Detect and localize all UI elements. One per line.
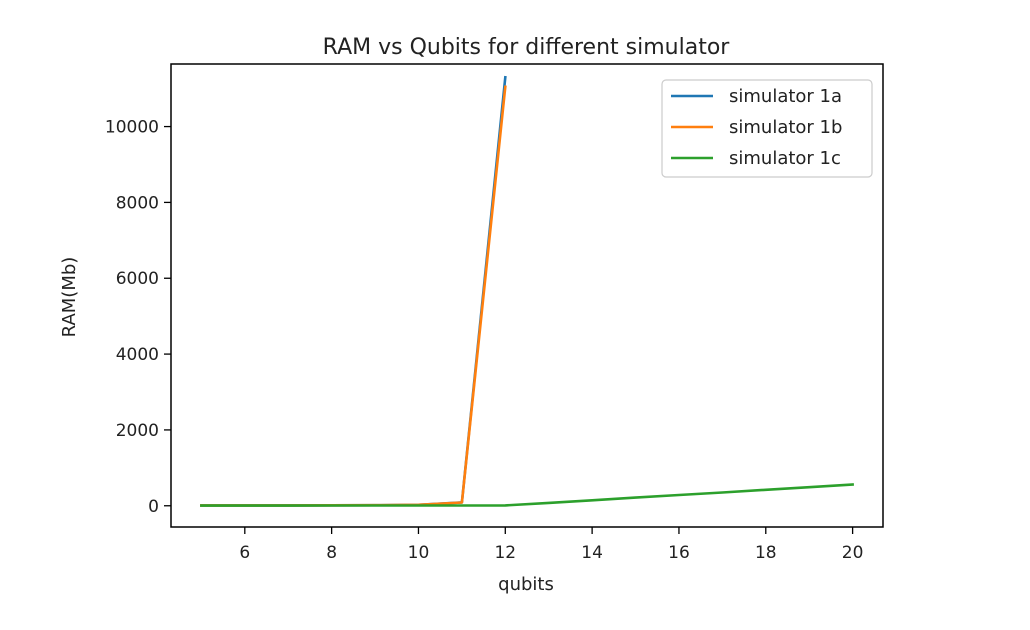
plot-area: 6 8 10 12 14 16 18 20 0 2000 4000 6000 8000 10000 <box>105 63 884 563</box>
y-axis-label: RAM(Mb) <box>59 257 80 338</box>
legend-box <box>661 79 873 178</box>
series-line-2 <box>200 85 507 507</box>
x-tick-label: 18 <box>755 543 777 563</box>
legend-label-1: simulator 1a <box>729 86 842 107</box>
y-tick-label: 10000 <box>105 118 159 138</box>
y-tick-label: 8000 <box>116 193 159 213</box>
series-line-3 <box>200 483 854 507</box>
y-tick-label: 0 <box>148 497 159 517</box>
legend: simulator 1a simulator 1b simulator 1c <box>661 79 873 178</box>
x-tick-label: 8 <box>326 543 337 563</box>
x-tick-label: 6 <box>239 543 250 563</box>
x-tick-label: 12 <box>494 543 516 563</box>
x-tick-label: 10 <box>408 543 430 563</box>
x-axis-label: qubits <box>498 574 554 595</box>
legend-label-2: simulator 1b <box>729 117 842 138</box>
y-tick-label: 6000 <box>116 269 159 289</box>
x-tick-label: 20 <box>842 543 864 563</box>
x-tick-label: 14 <box>581 543 603 563</box>
chart-title: RAM vs Qubits for different simulator <box>323 35 731 60</box>
y-tick-label: 2000 <box>116 421 159 441</box>
y-tick-label: 4000 <box>116 345 159 365</box>
series-line-1 <box>200 75 507 507</box>
legend-label-3: simulator 1c <box>729 148 841 169</box>
plot-frame <box>170 63 884 528</box>
x-tick-label: 16 <box>668 543 690 563</box>
